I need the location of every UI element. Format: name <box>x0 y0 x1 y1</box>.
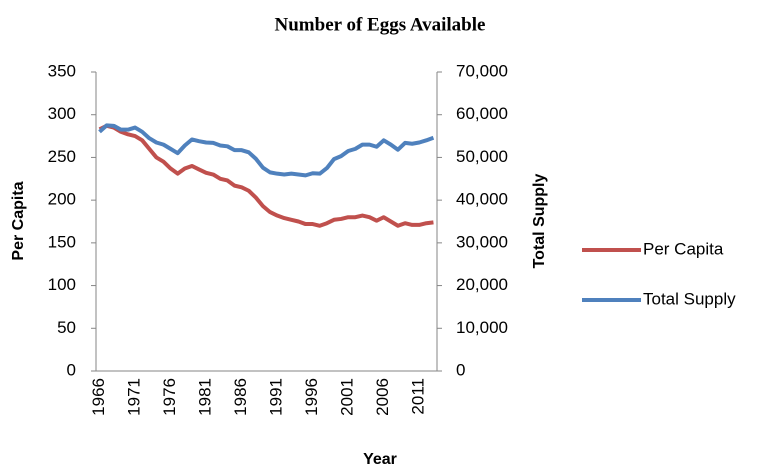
x-tick-label: 2006 <box>373 378 392 416</box>
x-tick-label: 1966 <box>89 378 108 416</box>
x-tick-label: 2011 <box>409 378 428 415</box>
y2-tick-label: 20,000 <box>456 275 508 294</box>
x-tick-label: 1971 <box>125 378 144 416</box>
legend-label: Per Capita <box>643 239 724 258</box>
x-tick-label: 1986 <box>231 378 250 416</box>
y-tick-label: 350 <box>48 61 76 80</box>
y-tick-label: 0 <box>67 360 76 379</box>
x-tick-label: 2001 <box>338 378 357 416</box>
y-tick-label: 150 <box>48 232 76 251</box>
x-axis-label: Year <box>363 451 397 468</box>
y2-tick-label: 70,000 <box>456 61 508 80</box>
y2-tick-label: 60,000 <box>456 104 508 123</box>
y-tick-label: 300 <box>48 104 76 123</box>
x-tick-label: 1976 <box>160 378 179 416</box>
chart-title: Number of Eggs Available <box>275 14 486 35</box>
x-tick-label: 1996 <box>302 378 321 416</box>
legend-label: Total Supply <box>643 289 736 308</box>
y2-tick-label: 50,000 <box>456 147 508 166</box>
y-tick-label: 200 <box>48 190 76 209</box>
y2-tick-label: 0 <box>456 360 465 379</box>
y-axis-label: Per Capita <box>10 181 27 260</box>
line-series <box>98 123 435 178</box>
y-tick-label: 100 <box>48 275 76 294</box>
line-series <box>98 123 434 228</box>
x-tick-label: 1981 <box>196 378 215 416</box>
y2-tick-label: 40,000 <box>456 190 508 209</box>
x-tick-label: 1991 <box>267 378 286 416</box>
y2-tick-label: 10,000 <box>456 318 508 337</box>
y-tick-label: 50 <box>57 318 76 337</box>
y-tick-label: 250 <box>48 147 76 166</box>
y2-tick-label: 30,000 <box>456 232 508 251</box>
y2-axis-label: Total Supply <box>531 173 548 268</box>
